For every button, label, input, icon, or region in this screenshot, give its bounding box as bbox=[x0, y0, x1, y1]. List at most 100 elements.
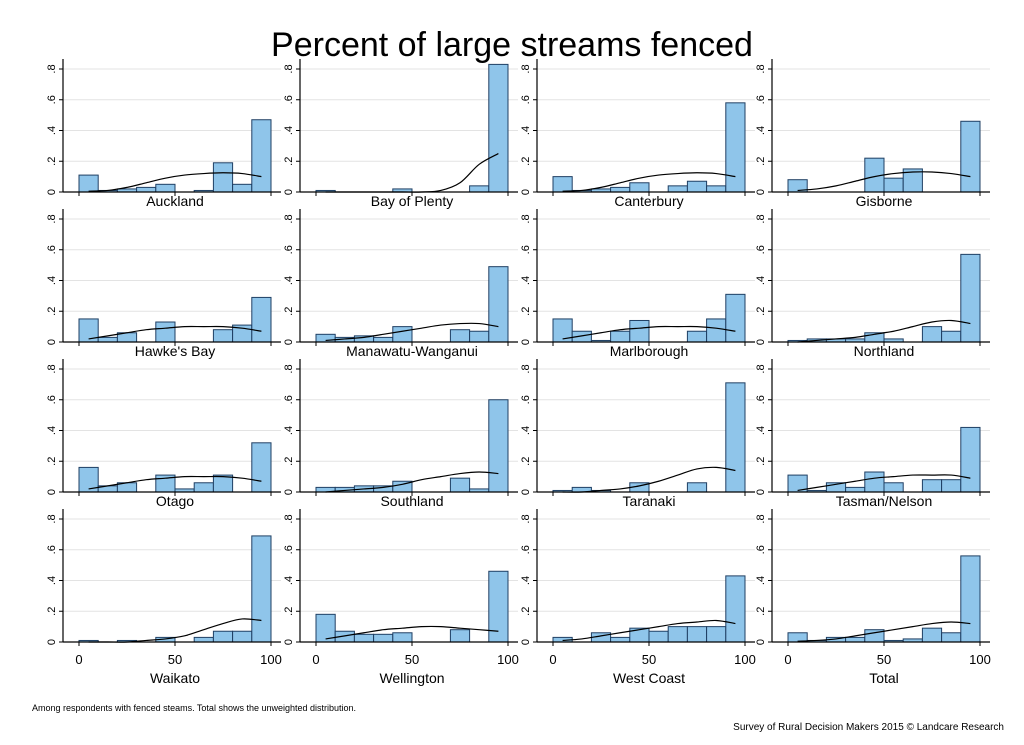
histogram-bar bbox=[725, 575, 746, 643]
histogram-bar bbox=[960, 426, 981, 493]
histogram-bar bbox=[706, 626, 727, 643]
y-tick-label: .6 bbox=[46, 545, 58, 554]
y-tick-label: .4 bbox=[520, 126, 532, 135]
panel-label: Marlborough bbox=[610, 343, 689, 359]
panel-label: Otago bbox=[156, 493, 194, 509]
y-tick-label: .8 bbox=[283, 64, 295, 73]
histogram-bar bbox=[373, 633, 394, 643]
y-tick-label: .6 bbox=[520, 395, 532, 404]
y-tick-label: .4 bbox=[46, 426, 58, 435]
y-tick-label: .8 bbox=[46, 64, 58, 73]
y-tick-label: .8 bbox=[46, 514, 58, 523]
y-tick-label: 0 bbox=[520, 189, 532, 195]
histogram-bar bbox=[469, 185, 490, 193]
histogram-bar bbox=[883, 177, 904, 193]
histogram-bar bbox=[373, 336, 394, 343]
histogram-bar bbox=[686, 482, 708, 493]
y-tick-label: .2 bbox=[46, 307, 58, 316]
y-tick-label: .2 bbox=[755, 307, 767, 316]
histogram-bar bbox=[488, 399, 509, 493]
panel-label: Hawke's Bay bbox=[135, 343, 215, 359]
y-tick-label: .4 bbox=[755, 276, 767, 285]
y-tick-label: .6 bbox=[283, 245, 295, 254]
density-curve bbox=[797, 319, 971, 343]
y-tick-label: 0 bbox=[46, 339, 58, 345]
histogram-bar bbox=[251, 296, 272, 343]
histogram-bar bbox=[845, 636, 866, 643]
y-tick-label: .8 bbox=[283, 364, 295, 373]
y-tick-label: .2 bbox=[283, 157, 295, 166]
y-tick-label: 0 bbox=[520, 639, 532, 645]
y-tick-label: .8 bbox=[46, 214, 58, 223]
y-tick-label: .4 bbox=[520, 576, 532, 585]
histogram-bar bbox=[251, 119, 272, 193]
y-tick-label: 0 bbox=[46, 639, 58, 645]
y-tick-label: 0 bbox=[520, 339, 532, 345]
y-tick-label: 0 bbox=[755, 189, 767, 195]
density-curve bbox=[325, 322, 499, 342]
x-tick-label: 50 bbox=[168, 652, 182, 667]
y-tick-label: 0 bbox=[283, 639, 295, 645]
density-curve bbox=[562, 172, 736, 192]
histogram-bar bbox=[78, 174, 99, 193]
density-curve bbox=[325, 625, 499, 640]
histogram-bar bbox=[449, 329, 471, 343]
density-curve bbox=[325, 471, 499, 493]
y-tick-label: .6 bbox=[46, 245, 58, 254]
histogram-bar bbox=[941, 479, 962, 493]
y-tick-label: .2 bbox=[755, 457, 767, 466]
y-tick-label: .6 bbox=[46, 395, 58, 404]
y-tick-label: 0 bbox=[755, 339, 767, 345]
density-curve bbox=[562, 619, 736, 642]
histogram-bar bbox=[883, 482, 904, 493]
histogram-bar bbox=[488, 266, 509, 343]
y-tick-label: .8 bbox=[520, 514, 532, 523]
panel-label: Auckland bbox=[146, 193, 204, 209]
y-tick-label: .6 bbox=[283, 95, 295, 104]
y-tick-label: 0 bbox=[283, 489, 295, 495]
y-tick-label: 0 bbox=[755, 639, 767, 645]
y-tick-label: .6 bbox=[755, 245, 767, 254]
histogram-bar bbox=[315, 333, 336, 343]
y-tick-label: .4 bbox=[755, 126, 767, 135]
histogram-bar bbox=[725, 382, 746, 493]
y-tick-label: .8 bbox=[755, 64, 767, 73]
density-curve bbox=[797, 621, 971, 642]
histogram-bar bbox=[449, 629, 471, 643]
panel-label: Wellington bbox=[379, 670, 444, 686]
histogram-bar bbox=[706, 318, 727, 343]
y-tick-label: .6 bbox=[755, 395, 767, 404]
panel-label: Bay of Plenty bbox=[371, 193, 454, 209]
y-tick-label: .2 bbox=[755, 157, 767, 166]
histogram-bar bbox=[610, 186, 631, 193]
histogram-bar bbox=[686, 626, 708, 643]
y-tick-label: .8 bbox=[283, 214, 295, 223]
histogram-bar bbox=[251, 442, 272, 493]
y-tick-label: .2 bbox=[46, 607, 58, 616]
source-credit: Survey of Rural Decision Makers 2015 © L… bbox=[733, 722, 1004, 733]
y-tick-label: .6 bbox=[283, 545, 295, 554]
y-tick-label: .8 bbox=[46, 364, 58, 373]
panel-label: Tasman/Nelson bbox=[836, 493, 933, 509]
y-tick-label: .4 bbox=[755, 576, 767, 585]
y-tick-label: .6 bbox=[755, 95, 767, 104]
y-tick-label: .2 bbox=[46, 157, 58, 166]
histogram-bar bbox=[725, 102, 746, 193]
y-tick-label: .6 bbox=[46, 95, 58, 104]
histogram-bar bbox=[941, 330, 962, 343]
y-tick-label: 0 bbox=[520, 489, 532, 495]
panel-label: Taranaki bbox=[623, 493, 676, 509]
y-tick-label: .2 bbox=[283, 307, 295, 316]
panel-label: Gisborne bbox=[856, 193, 913, 209]
x-tick-label: 50 bbox=[642, 652, 656, 667]
x-tick-label: 0 bbox=[784, 652, 791, 667]
histogram-bar bbox=[212, 162, 234, 193]
x-tick-label: 100 bbox=[497, 652, 519, 667]
histogram-bar bbox=[97, 336, 118, 343]
y-tick-label: 0 bbox=[283, 339, 295, 345]
y-tick-label: .2 bbox=[520, 307, 532, 316]
y-tick-label: .6 bbox=[520, 545, 532, 554]
histogram-bar bbox=[251, 535, 272, 643]
histogram-bar bbox=[392, 632, 413, 643]
panel-label: Waikato bbox=[150, 670, 200, 686]
